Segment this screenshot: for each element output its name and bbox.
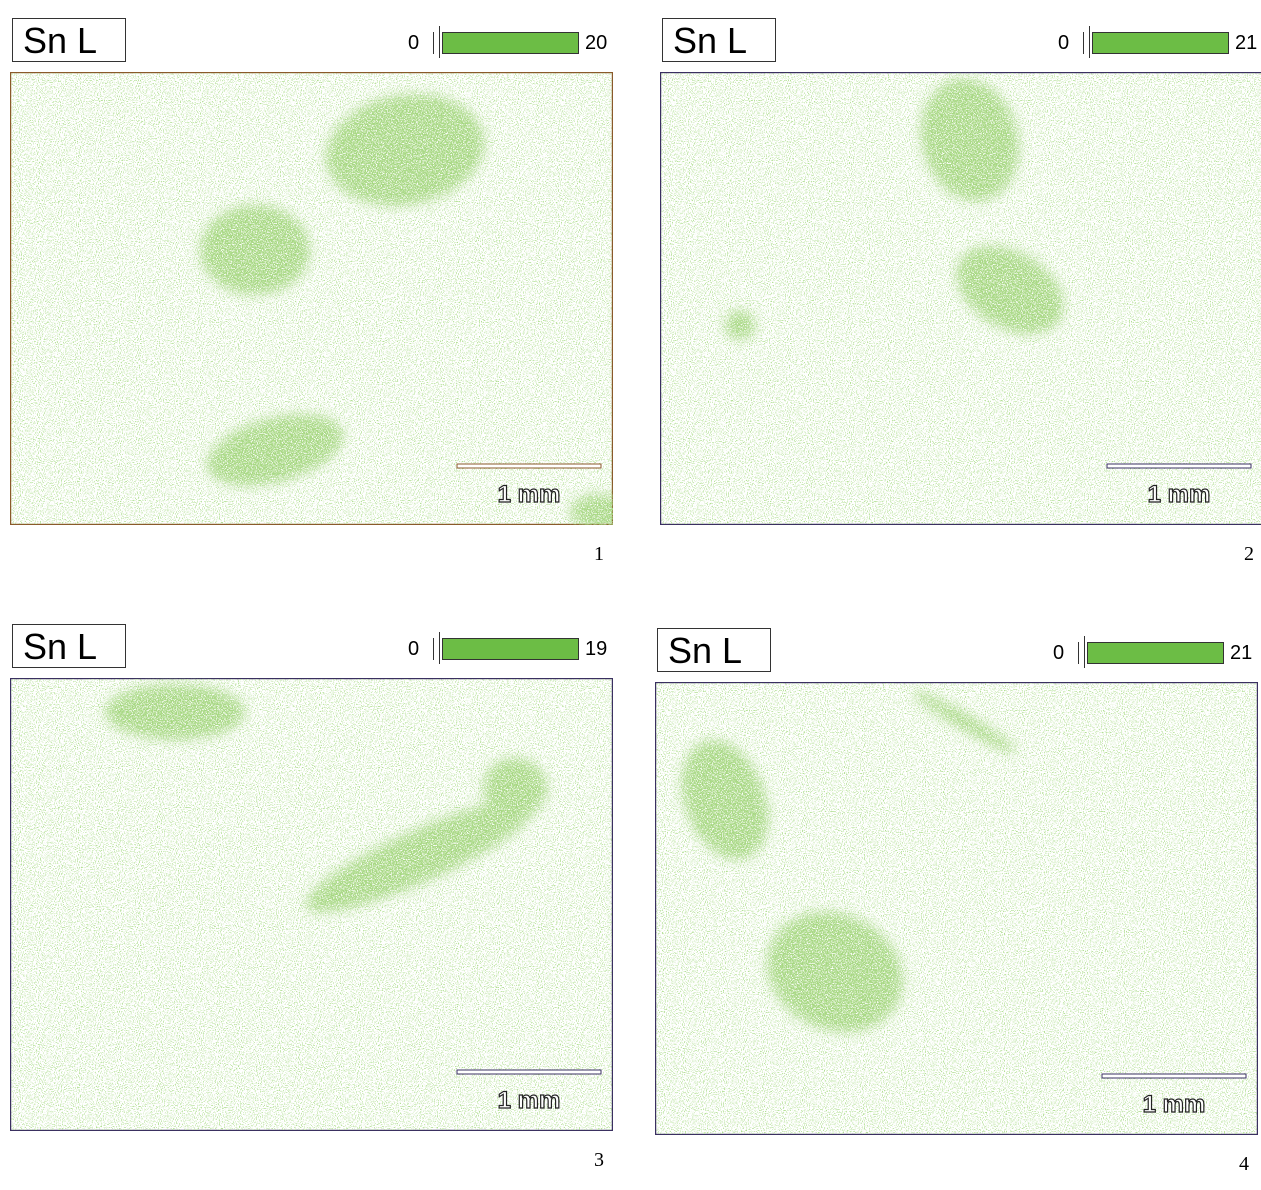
- scale-max: 20: [585, 32, 607, 55]
- color-bar-fill: [442, 638, 579, 660]
- element-map: 1 mm: [10, 72, 613, 525]
- panel: Sn L 0 21 1 mm 4: [645, 610, 1261, 1190]
- color-bar-tick: [439, 632, 440, 664]
- element-map: 1 mm: [660, 72, 1261, 525]
- scale-min: 0: [408, 32, 419, 55]
- panel-number: 2: [1230, 543, 1254, 566]
- panel: Sn L 0 20 1 mm 1: [0, 0, 630, 580]
- scale-bar-label: 1 mm: [498, 481, 561, 508]
- scale-max: 19: [585, 638, 607, 661]
- color-bar-fill: [442, 32, 579, 54]
- scale-bar: [457, 464, 601, 468]
- background-signal: [656, 683, 1257, 1134]
- scale-min: 0: [408, 638, 419, 661]
- scale-max: 21: [1235, 32, 1257, 55]
- scale-bar: [457, 1070, 601, 1074]
- color-bar-tick: [439, 26, 440, 58]
- scale-min: 0: [1058, 32, 1069, 55]
- scale-bar: [1107, 464, 1251, 468]
- scale-bar-label: 1 mm: [1148, 481, 1211, 508]
- panel: Sn L 0 21 1 mm 2: [650, 0, 1261, 580]
- color-bar: [1078, 642, 1224, 664]
- tin-region: [725, 310, 755, 340]
- color-bar: [433, 638, 579, 660]
- element-map: 1 mm: [655, 682, 1258, 1135]
- tin-region: [200, 205, 310, 295]
- tin-region: [483, 758, 547, 818]
- scale-bar-label: 1 mm: [498, 1087, 561, 1114]
- scale-bar: [1102, 1074, 1246, 1078]
- color-bar-fill: [1087, 642, 1224, 664]
- element-map: 1 mm: [10, 678, 613, 1131]
- element-label: Sn L: [657, 628, 771, 672]
- scale-max: 21: [1230, 642, 1252, 665]
- element-label: Sn L: [12, 624, 126, 668]
- panel-number: 1: [580, 543, 604, 566]
- color-bar: [433, 32, 579, 54]
- panel-number: 3: [580, 1149, 604, 1172]
- panel: Sn L 0 19 1 mm 3: [0, 606, 630, 1186]
- scale-min: 0: [1053, 642, 1064, 665]
- element-label: Sn L: [662, 18, 776, 62]
- color-bar-tick: [1089, 26, 1090, 58]
- color-bar-tick: [1084, 636, 1085, 668]
- color-bar: [1083, 32, 1229, 54]
- panel-number: 4: [1225, 1153, 1249, 1176]
- scale-bar-label: 1 mm: [1143, 1091, 1206, 1118]
- color-bar-fill: [1092, 32, 1229, 54]
- tin-region: [105, 684, 245, 740]
- element-label: Sn L: [12, 18, 126, 62]
